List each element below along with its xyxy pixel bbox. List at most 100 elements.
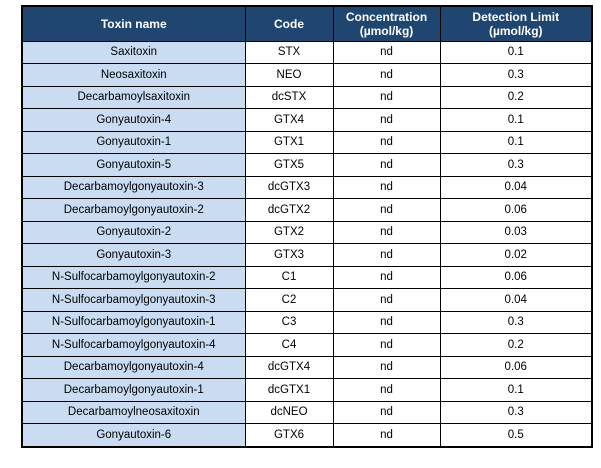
table-row: N-Sulfocarbamoylgonyautoxin-1 C3 nd 0.3 — [21, 310, 593, 334]
concentration-cell: nd — [332, 265, 441, 289]
concentration-cell: nd — [332, 220, 441, 244]
concentration-cell: nd — [332, 198, 441, 222]
detection-limit-cell: 0.06 — [439, 198, 593, 222]
table-body: Saxitoxin STX nd 0.1 Neosaxitoxin NEO nd… — [21, 40, 593, 448]
header-concentration: Concentration (µmol/kg) — [332, 5, 441, 42]
toxin-name-cell: Decarbamoylsaxitoxin — [21, 85, 246, 109]
concentration-cell: nd — [332, 288, 441, 312]
toxin-detection-table: Toxin name Code Concentration (µmol/kg) … — [21, 5, 593, 448]
toxin-name-cell: Decarbamoylneosaxitoxin — [21, 400, 246, 424]
code-cell: GTX3 — [244, 243, 334, 267]
header-unit: (µmol/kg) — [488, 23, 543, 38]
detection-limit-cell: 0.2 — [439, 333, 593, 357]
detection-limit-cell: 0.06 — [439, 265, 593, 289]
detection-limit-cell: 0.1 — [439, 378, 593, 402]
detection-limit-cell: 0.04 — [439, 288, 593, 312]
concentration-cell: nd — [332, 310, 441, 334]
toxin-name-cell: Gonyautoxin-4 — [21, 108, 246, 132]
header-label: Concentration — [345, 9, 428, 24]
header-label: Toxin name — [100, 16, 167, 31]
toxin-name-cell: N-Sulfocarbamoylgonyautoxin-2 — [21, 265, 246, 289]
toxin-name-cell: Gonyautoxin-6 — [21, 423, 246, 448]
concentration-cell: nd — [332, 423, 441, 448]
toxin-name-cell: N-Sulfocarbamoylgonyautoxin-4 — [21, 333, 246, 357]
detection-limit-cell: 0.06 — [439, 355, 593, 379]
header-unit: (µmol/kg) — [359, 23, 414, 38]
toxin-name-cell: N-Sulfocarbamoylgonyautoxin-1 — [21, 310, 246, 334]
toxin-name-cell: Decarbamoylgonyautoxin-4 — [21, 355, 246, 379]
code-cell: GTX1 — [244, 130, 334, 154]
concentration-cell: nd — [332, 85, 441, 109]
detection-limit-cell: 0.5 — [439, 423, 593, 448]
table-row: Gonyautoxin-6 GTX6 nd 0.5 — [21, 423, 593, 448]
concentration-cell: nd — [332, 243, 441, 267]
toxin-name-cell: Gonyautoxin-5 — [21, 153, 246, 177]
detection-limit-cell: 0.1 — [439, 40, 593, 64]
table-row: Decarbamoylsaxitoxin dcSTX nd 0.2 — [21, 85, 593, 109]
header-detection-limit: Detection Limit (µmol/kg) — [439, 5, 593, 42]
table-row: Gonyautoxin-1 GTX1 nd 0.1 — [21, 130, 593, 154]
table-row: Neosaxitoxin NEO nd 0.3 — [21, 63, 593, 87]
concentration-cell: nd — [332, 63, 441, 87]
toxin-name-cell: Decarbamoylgonyautoxin-3 — [21, 175, 246, 199]
table-row: Gonyautoxin-3 GTX3 nd 0.02 — [21, 243, 593, 267]
detection-limit-cell: 0.3 — [439, 63, 593, 87]
header-label: Detection Limit — [472, 9, 560, 24]
detection-limit-cell: 0.03 — [439, 220, 593, 244]
code-cell: dcGTX4 — [244, 355, 334, 379]
table-row: Gonyautoxin-5 GTX5 nd 0.3 — [21, 153, 593, 177]
code-cell: GTX2 — [244, 220, 334, 244]
code-cell: C4 — [244, 333, 334, 357]
detection-limit-cell: 0.3 — [439, 153, 593, 177]
table-row: Decarbamoylgonyautoxin-2 dcGTX2 nd 0.06 — [21, 198, 593, 222]
toxin-name-cell: Neosaxitoxin — [21, 63, 246, 87]
table-row: N-Sulfocarbamoylgonyautoxin-3 C2 nd 0.04 — [21, 288, 593, 312]
detection-limit-cell: 0.3 — [439, 310, 593, 334]
concentration-cell: nd — [332, 40, 441, 64]
code-cell: C1 — [244, 265, 334, 289]
code-cell: dcSTX — [244, 85, 334, 109]
code-cell: C3 — [244, 310, 334, 334]
table-header-row: Toxin name Code Concentration (µmol/kg) … — [21, 5, 593, 42]
concentration-cell: nd — [332, 108, 441, 132]
code-cell: dcGTX1 — [244, 378, 334, 402]
code-cell: GTX4 — [244, 108, 334, 132]
toxin-name-cell: Gonyautoxin-3 — [21, 243, 246, 267]
table-row: N-Sulfocarbamoylgonyautoxin-4 C4 nd 0.2 — [21, 333, 593, 357]
toxin-name-cell: Gonyautoxin-2 — [21, 220, 246, 244]
toxin-name-cell: Decarbamoylgonyautoxin-1 — [21, 378, 246, 402]
code-cell: C2 — [244, 288, 334, 312]
detection-limit-cell: 0.2 — [439, 85, 593, 109]
detection-limit-cell: 0.1 — [439, 108, 593, 132]
table-row: N-Sulfocarbamoylgonyautoxin-2 C1 nd 0.06 — [21, 265, 593, 289]
concentration-cell: nd — [332, 130, 441, 154]
code-cell: dcNEO — [244, 400, 334, 424]
concentration-cell: nd — [332, 153, 441, 177]
table-row: Saxitoxin STX nd 0.1 — [21, 40, 593, 64]
toxin-name-cell: Gonyautoxin-1 — [21, 130, 246, 154]
concentration-cell: nd — [332, 175, 441, 199]
table-row: Decarbamoylgonyautoxin-1 dcGTX1 nd 0.1 — [21, 378, 593, 402]
code-cell: STX — [244, 40, 334, 64]
table-row: Gonyautoxin-2 GTX2 nd 0.03 — [21, 220, 593, 244]
code-cell: dcGTX2 — [244, 198, 334, 222]
concentration-cell: nd — [332, 378, 441, 402]
concentration-cell: nd — [332, 400, 441, 424]
toxin-name-cell: Decarbamoylgonyautoxin-2 — [21, 198, 246, 222]
detection-limit-cell: 0.02 — [439, 243, 593, 267]
table-row: Gonyautoxin-4 GTX4 nd 0.1 — [21, 108, 593, 132]
header-toxin-name: Toxin name — [21, 5, 246, 42]
code-cell: GTX5 — [244, 153, 334, 177]
concentration-cell: nd — [332, 355, 441, 379]
detection-limit-cell: 0.3 — [439, 400, 593, 424]
header-label: Code — [274, 16, 304, 31]
toxin-name-cell: Saxitoxin — [21, 40, 246, 64]
toxin-name-cell: N-Sulfocarbamoylgonyautoxin-3 — [21, 288, 246, 312]
detection-limit-cell: 0.04 — [439, 175, 593, 199]
table-row: Decarbamoylgonyautoxin-4 dcGTX4 nd 0.06 — [21, 355, 593, 379]
table-row: Decarbamoylgonyautoxin-3 dcGTX3 nd 0.04 — [21, 175, 593, 199]
detection-limit-cell: 0.1 — [439, 130, 593, 154]
concentration-cell: nd — [332, 333, 441, 357]
code-cell: dcGTX3 — [244, 175, 334, 199]
